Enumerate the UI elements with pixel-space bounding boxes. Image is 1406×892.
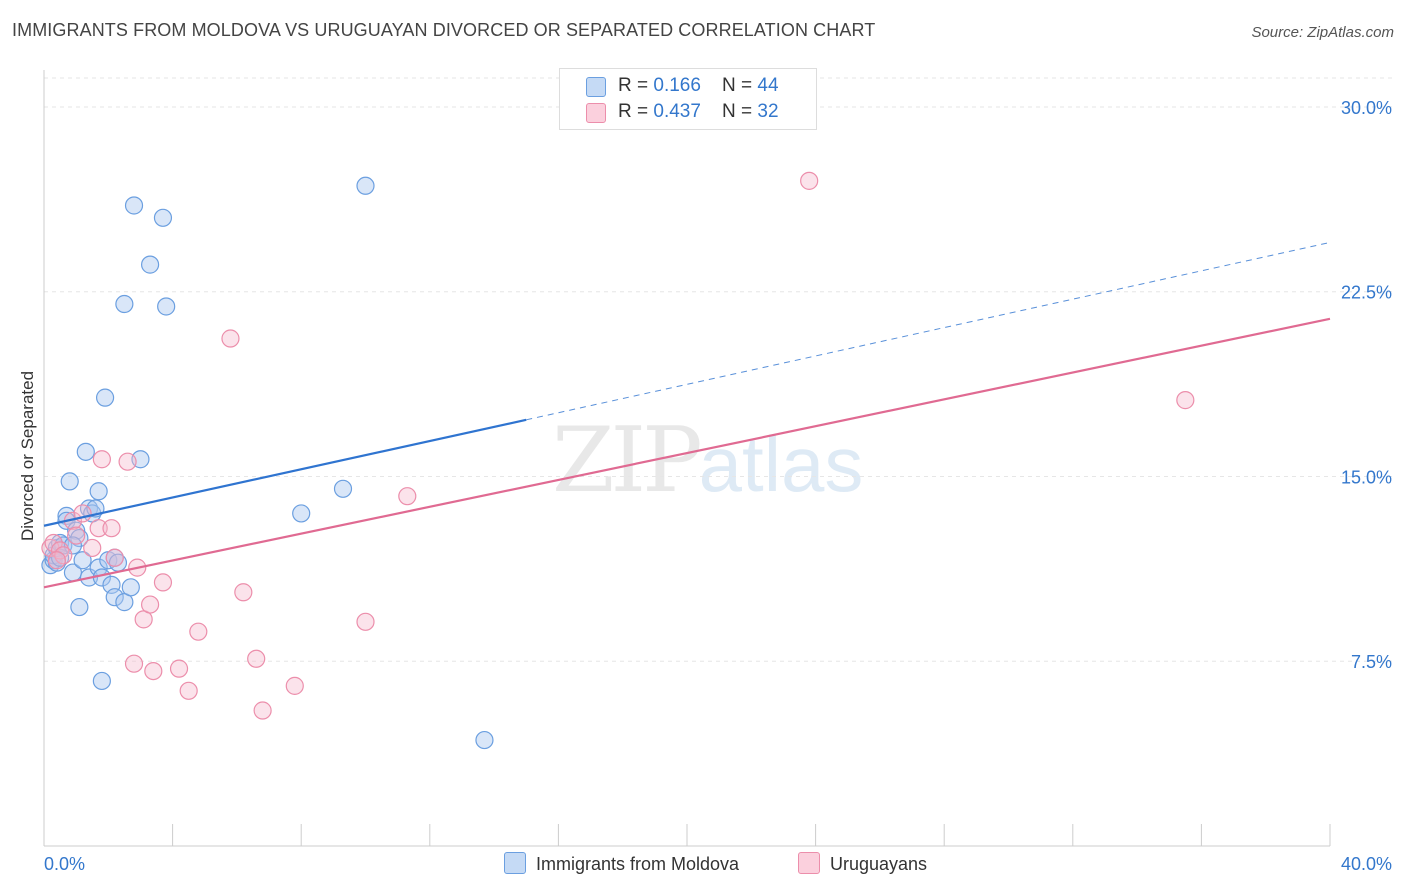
uruguayans-point [92,450,111,469]
moldova-point [73,551,92,570]
uruguayans-point [89,519,108,538]
uruguayans-point [285,676,304,695]
moldova-swatch [586,77,606,97]
moldova-point [153,208,173,227]
uruguayans-point [247,649,266,668]
stats-legend: R = 0.166 N = 44 R = 0.437 N = 32 [559,68,817,130]
legend-uruguayans-swatch [798,852,820,874]
moldova-point [292,504,311,523]
chart-title: IMMIGRANTS FROM MOLDOVA VS URUGUAYAN DIV… [12,20,876,40]
moldova-point [95,388,115,407]
moldova-point [60,472,79,491]
moldova-point [140,255,160,274]
uruguayans-point [118,452,137,471]
moldova-point [89,482,108,501]
moldova-point [105,588,124,607]
uruguayans-point [47,551,66,570]
moldova-point [121,578,140,597]
uruguayans-point [102,519,121,538]
moldova-point [76,442,95,461]
y-tick-label: 15.0% [1341,467,1392,487]
uruguayans-stats: R = 0.437 N = 32 [618,101,779,123]
uruguayans-point [221,329,240,348]
uruguayans-point [356,612,375,631]
legend-moldova-label: Immigrants from Moldova [536,854,740,874]
x-tick-label: 40.0% [1341,854,1392,874]
uruguayans-r-value: 0.437 [653,101,701,122]
uruguayans-point [105,548,124,567]
uruguayans-point [67,526,86,545]
moldova-point [92,671,111,691]
uruguayans-n-value: 32 [757,101,779,122]
uruguayans-point [179,681,198,700]
uruguayans-point [124,654,144,673]
moldova-point [124,196,144,215]
moldova-r-value: 0.166 [653,75,701,96]
uruguayans-point [398,487,417,506]
legend-uruguayans-label: Uruguayans [830,854,928,874]
uruguayans-point [44,533,63,553]
y-tick-label: 30.0% [1341,98,1392,118]
uruguayans-point [189,622,208,641]
uruguayans-n-label: N = [722,101,758,122]
moldova-trend-line [43,418,527,527]
uruguayans-r-label: R = [618,101,654,122]
uruguayans-point [253,701,272,720]
moldova-stats: R = 0.166 N = 44 [618,75,779,97]
uruguayans-point [234,583,253,602]
moldova-point [70,597,89,617]
uruguayans-swatch [586,103,606,123]
uruguayans-point [800,171,819,190]
moldova-n-label: N = [722,75,758,96]
uruguayans-point [144,661,163,681]
legend-item-uruguayans[interactable]: Uruguayans [798,852,927,875]
moldova-point [333,479,353,498]
legend-item-moldova[interactable]: Immigrants from Moldova [504,852,739,875]
moldova-r-label: R = [618,75,654,96]
y-tick-label: 7.5% [1351,652,1392,672]
moldova-point [157,297,176,316]
uruguayans-point [83,538,102,558]
moldova-point [475,730,494,750]
source-label: Source: ZipAtlas.com [1251,24,1394,41]
moldova-point [356,176,375,195]
uruguayans-point [140,595,160,614]
x-tick-label: 0.0% [44,854,85,874]
y-tick-label: 22.5% [1341,283,1392,303]
moldova-point [115,294,134,314]
legend-moldova-swatch [504,852,526,874]
y-axis-label: Divorced or Separated [18,371,37,541]
uruguayans-point [169,659,189,678]
moldova-trend-extension [526,241,1331,421]
moldova-n-value: 44 [757,75,779,96]
uruguayans-trend-line [43,317,1331,589]
moldova-point [70,528,89,548]
uruguayans-point [153,573,173,592]
uruguayans-point [50,541,70,560]
uruguayans-point [1176,391,1195,410]
